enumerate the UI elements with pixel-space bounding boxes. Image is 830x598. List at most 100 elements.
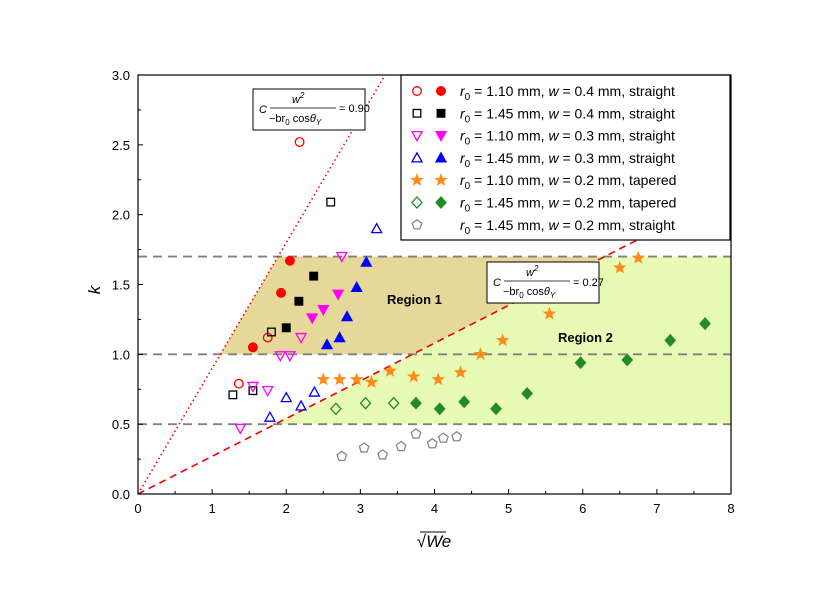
series-3-open-point-2 [294, 399, 308, 411]
series-4-filled-point-11 [613, 260, 627, 274]
y-tick-label: 1.0 [112, 347, 130, 362]
series-5-open-point-1 [359, 396, 372, 410]
series-5-filled-point-6 [621, 353, 634, 367]
svg-text:−br0 cosθY: −br0 cosθY [503, 286, 556, 300]
series-2-open-point-0 [234, 423, 247, 435]
y-tick-label: 1.5 [112, 278, 130, 293]
dashed-slope-0.27-line [138, 191, 731, 494]
series-1-open-point-2 [266, 327, 276, 337]
series-3-filled-point-3 [350, 280, 363, 292]
series-4-filled-point-4 [383, 363, 397, 377]
legend-marker-filled-2 [434, 130, 448, 142]
series-0-open-point-2 [294, 137, 305, 147]
series-2-open-point-2 [261, 385, 274, 397]
series-3-filled-point-0 [320, 338, 334, 350]
series-4-filled-point-7 [453, 365, 468, 379]
series-6-open-point-4 [410, 428, 422, 439]
series-2-open-point-6 [335, 251, 348, 263]
x-tick-label: 7 [653, 501, 660, 516]
series-5-filled-point-7 [664, 333, 677, 347]
series-2-filled-point-1 [317, 304, 330, 316]
series-4-filled-point-12 [631, 250, 646, 264]
series-5-filled-point-4 [521, 386, 534, 400]
legend-marker-filled-b-4 [434, 173, 448, 186]
legend-marker-filled-1 [436, 108, 446, 118]
region-1-label: Region 1 [387, 292, 442, 307]
x-tick-label: 6 [579, 501, 586, 516]
x-tick-label: 0 [134, 501, 141, 516]
series-5-filled-point-3 [490, 402, 502, 416]
legend-marker-filled-3 [434, 151, 448, 163]
series-4-filled-point-0 [316, 372, 331, 386]
series-4-filled-point-3 [364, 375, 379, 389]
series-3-open-point-0 [263, 410, 277, 422]
series-2-filled-point-2 [332, 289, 345, 301]
series-4-filled-point-1 [332, 372, 347, 386]
series-3-filled-point-1 [333, 331, 346, 343]
series-5-filled-point-8 [699, 317, 711, 331]
x-tick-label: 5 [505, 501, 512, 516]
series-2-open-point-3 [274, 351, 287, 363]
y-axis-ticks: 0.0 0.5 1.0 1.5 2.0 2.5 3.0 [112, 68, 143, 502]
series-5-open-point-0 [330, 402, 342, 416]
legend-marker-open-2 [410, 130, 424, 142]
series-3-open-point-4 [370, 222, 383, 234]
series-6-open-point-5 [426, 437, 438, 449]
data-points [228, 137, 711, 461]
series-2-open-point-1 [246, 381, 259, 393]
series-0-filled-point-0 [247, 342, 258, 353]
x-tick-label: 1 [209, 501, 216, 516]
x-axis-title-text: We [426, 532, 451, 551]
series-4-filled-point-8 [473, 347, 488, 361]
legend-marker-open-6 [411, 218, 423, 230]
legend-marker-open-3 [410, 151, 424, 163]
series-6-open-point-2 [377, 449, 389, 460]
slope-0.27-label: = 0.27 [573, 277, 604, 289]
x-tick-label: 2 [283, 501, 290, 516]
series-1-filled-point-2 [309, 271, 319, 281]
y-tick-label: 3.0 [112, 68, 130, 83]
series-1-open-point-1 [248, 386, 258, 396]
x-axis-ticks: 0 1 2 3 4 5 6 7 8 [134, 489, 735, 516]
y-axis-title: k [85, 284, 104, 294]
series-4-filled-point-6 [431, 372, 445, 386]
x-tick-label: 3 [357, 501, 364, 516]
series-4-filled-point-2 [349, 372, 364, 386]
series-6-open-point-0 [336, 450, 348, 461]
svg-text:−br0 cosθY: −br0 cosθY [269, 113, 322, 127]
series-1-filled-point-0 [281, 323, 291, 333]
series-3-open-point-3 [308, 385, 321, 397]
x-tick-label: 4 [431, 501, 438, 516]
x-tick-label: 8 [727, 501, 734, 516]
series-5-filled-point-2 [458, 395, 471, 409]
series-1-open-point-3 [326, 197, 336, 207]
series-6-open-point-1 [358, 442, 370, 453]
series-2-filled-point-0 [306, 313, 319, 325]
series-4-filled-point-5 [406, 369, 421, 383]
legend-label-6: r0 = 1.45 mm, w = 0.2 mm, straight [460, 217, 675, 237]
series-1-open-point-0 [228, 390, 238, 400]
y-tick-label: 2.5 [112, 138, 130, 153]
series-5-open-point-2 [387, 396, 400, 410]
slope-0.90-annotation: C w2 −br0 cosθY = 0.90 [252, 88, 370, 131]
series-6-open-point-7 [451, 430, 463, 442]
series-3-open-point-1 [280, 391, 293, 403]
series-3-filled-point-2 [340, 310, 354, 322]
slope-0.27-annotation: C w2 −br0 cosθY = 0.27 [486, 261, 604, 304]
reference-lines [138, 75, 731, 494]
legend-label-4: r0 = 1.10 mm, w = 0.2 mm, tapered [460, 172, 676, 192]
y-tick-label: 0.5 [112, 417, 130, 432]
series-6-open-point-3 [395, 440, 407, 452]
legend-marker-filled-5 [435, 196, 447, 209]
region-2-label: Region 2 [558, 330, 613, 345]
regions-layer [220, 256, 731, 425]
svg-text:C: C [259, 104, 267, 116]
series-0-open-point-0 [233, 378, 244, 389]
series-0-filled-point-2 [285, 255, 295, 266]
series-4-filled-point-10 [542, 306, 557, 320]
y-tick-label: 0.0 [112, 487, 130, 502]
series-5-filled-point-5 [574, 356, 587, 370]
series-3-filled-point-4 [360, 255, 373, 267]
slope-0.90-label: = 0.90 [339, 103, 370, 115]
